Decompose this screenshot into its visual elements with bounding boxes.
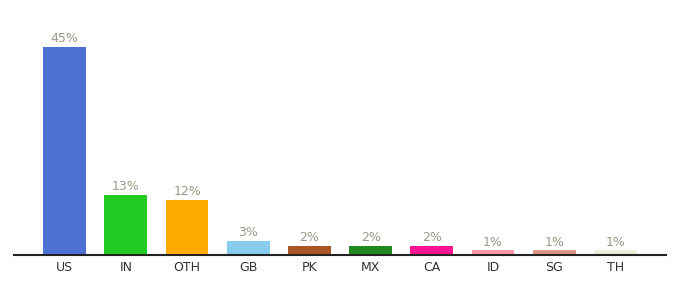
Bar [410,246,453,255]
Text: 2%: 2% [360,231,381,244]
Bar [44,47,86,255]
Bar [288,246,331,255]
Text: 2%: 2% [422,231,442,244]
Bar [471,250,514,255]
Text: 1%: 1% [483,236,503,248]
Text: 12%: 12% [173,185,201,198]
Bar [166,200,209,255]
Bar [349,246,392,255]
Bar [594,250,636,255]
Text: 3%: 3% [238,226,258,239]
Bar [105,195,148,255]
Text: 45%: 45% [51,32,79,45]
Text: 2%: 2% [299,231,320,244]
Text: 1%: 1% [605,236,625,248]
Text: 1%: 1% [544,236,564,248]
Bar [532,250,575,255]
Bar [227,241,270,255]
Text: 13%: 13% [112,180,140,193]
